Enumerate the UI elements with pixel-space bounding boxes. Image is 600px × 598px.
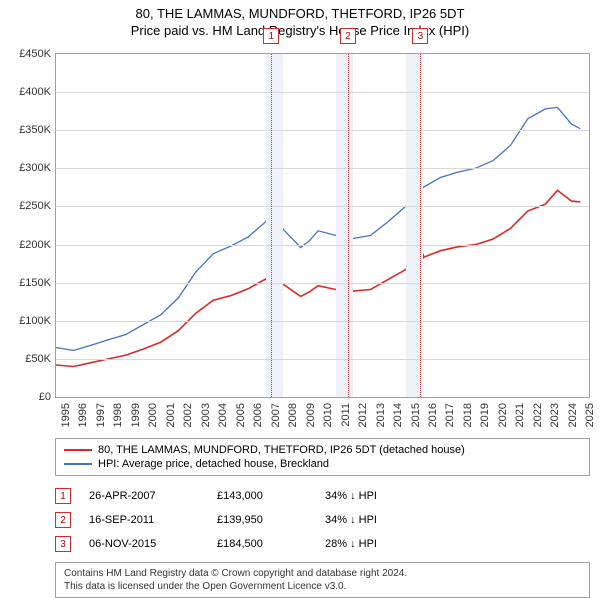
x-tick-label: 2005 bbox=[235, 403, 247, 427]
legend-row: HPI: Average price, detached house, Brec… bbox=[64, 457, 581, 471]
chart-title: 80, THE LAMMAS, MUNDFORD, THETFORD, IP26… bbox=[0, 0, 600, 21]
y-tick-label: £0 bbox=[6, 391, 51, 403]
marker-box: 2 bbox=[340, 28, 356, 44]
x-tick-label: 2014 bbox=[392, 403, 404, 427]
x-tick-label: 2012 bbox=[357, 403, 369, 427]
x-tick-label: 2023 bbox=[549, 403, 561, 427]
gridline bbox=[56, 283, 589, 284]
y-tick-label: £450K bbox=[6, 48, 51, 60]
x-tick-label: 2020 bbox=[497, 403, 509, 427]
transaction-price: £143,000 bbox=[217, 490, 307, 502]
transaction-marker: 2 bbox=[55, 512, 71, 528]
transaction-marker: 3 bbox=[55, 536, 71, 552]
legend-swatch bbox=[64, 463, 92, 465]
legend-label: HPI: Average price, detached house, Brec… bbox=[98, 458, 329, 470]
transaction-hpi: 28% ↓ HPI bbox=[325, 538, 435, 550]
transaction-row: 1 26-APR-2007 £143,000 34% ↓ HPI bbox=[55, 484, 590, 508]
transaction-hpi: 34% ↓ HPI bbox=[325, 514, 435, 526]
series-line-price_paid bbox=[56, 190, 580, 366]
y-tick-label: £300K bbox=[6, 162, 51, 174]
gridline bbox=[56, 92, 589, 93]
x-tick-label: 1998 bbox=[112, 403, 124, 427]
x-tick-label: 2019 bbox=[479, 403, 491, 427]
footer-line-2: This data is licensed under the Open Gov… bbox=[64, 580, 581, 593]
shade-band bbox=[336, 54, 353, 397]
x-tick-label: 1999 bbox=[130, 403, 142, 427]
legend-swatch bbox=[64, 449, 92, 451]
x-tick-label: 2025 bbox=[584, 403, 596, 427]
x-tick-label: 2022 bbox=[532, 403, 544, 427]
transaction-price: £139,950 bbox=[217, 514, 307, 526]
x-tick-label: 1996 bbox=[77, 403, 89, 427]
chart-container: 80, THE LAMMAS, MUNDFORD, THETFORD, IP26… bbox=[0, 0, 600, 590]
transaction-price: £184,500 bbox=[217, 538, 307, 550]
y-tick-label: £250K bbox=[6, 200, 51, 212]
legend-row: 80, THE LAMMAS, MUNDFORD, THETFORD, IP26… bbox=[64, 443, 581, 457]
x-tick-label: 2006 bbox=[252, 403, 264, 427]
x-tick-label: 1997 bbox=[95, 403, 107, 427]
x-tick-label: 2011 bbox=[340, 403, 352, 427]
y-tick-label: £100K bbox=[6, 315, 51, 327]
x-tick-label: 2002 bbox=[182, 403, 194, 427]
transaction-marker: 1 bbox=[55, 488, 71, 504]
marker-vertical-line bbox=[348, 54, 349, 397]
x-tick-label: 2003 bbox=[200, 403, 212, 427]
x-tick-label: 2015 bbox=[410, 403, 422, 427]
x-tick-label: 2007 bbox=[270, 403, 282, 427]
shade-band bbox=[266, 54, 283, 397]
chart-svg bbox=[56, 54, 589, 397]
footer-attribution: Contains HM Land Registry data © Crown c… bbox=[55, 562, 590, 598]
chart-subtitle: Price paid vs. HM Land Registry's House … bbox=[0, 21, 600, 38]
x-tick-label: 2018 bbox=[462, 403, 474, 427]
x-tick-label: 2013 bbox=[375, 403, 387, 427]
y-tick-label: £400K bbox=[6, 86, 51, 98]
x-tick-label: 1995 bbox=[60, 403, 72, 427]
x-tick-label: 2016 bbox=[427, 403, 439, 427]
x-tick-label: 2021 bbox=[514, 403, 526, 427]
gridline bbox=[56, 130, 589, 131]
x-tick-label: 2008 bbox=[287, 403, 299, 427]
x-tick-label: 2009 bbox=[305, 403, 317, 427]
marker-vertical-line bbox=[420, 54, 421, 397]
gridline bbox=[56, 321, 589, 322]
transaction-row: 3 06-NOV-2015 £184,500 28% ↓ HPI bbox=[55, 532, 590, 556]
transaction-hpi: 34% ↓ HPI bbox=[325, 490, 435, 502]
marker-box: 1 bbox=[263, 28, 279, 44]
gridline bbox=[56, 168, 589, 169]
x-tick-label: 2024 bbox=[567, 403, 579, 427]
transaction-row: 2 16-SEP-2011 £139,950 34% ↓ HPI bbox=[55, 508, 590, 532]
gridline bbox=[56, 359, 589, 360]
y-tick-label: £350K bbox=[6, 124, 51, 136]
x-tick-label: 2017 bbox=[444, 403, 456, 427]
gridline bbox=[56, 206, 589, 207]
legend: 80, THE LAMMAS, MUNDFORD, THETFORD, IP26… bbox=[55, 438, 590, 476]
marker-box: 3 bbox=[412, 28, 428, 44]
y-tick-label: £50K bbox=[6, 353, 51, 365]
footer-line-1: Contains HM Land Registry data © Crown c… bbox=[64, 567, 581, 580]
transaction-date: 16-SEP-2011 bbox=[89, 514, 199, 526]
y-tick-label: £200K bbox=[6, 239, 51, 251]
transactions-table: 1 26-APR-2007 £143,000 34% ↓ HPI 2 16-SEP-201… bbox=[55, 484, 590, 556]
x-tick-label: 2001 bbox=[165, 403, 177, 427]
legend-label: 80, THE LAMMAS, MUNDFORD, THETFORD, IP26… bbox=[98, 444, 465, 456]
transaction-date: 26-APR-2007 bbox=[89, 490, 199, 502]
x-tick-label: 2004 bbox=[217, 403, 229, 427]
series-line-hpi bbox=[56, 107, 580, 350]
gridline bbox=[56, 245, 589, 246]
chart-plot-area: £0£50K£100K£150K£200K£250K£300K£350K£400… bbox=[55, 53, 590, 398]
x-tick-label: 2000 bbox=[147, 403, 159, 427]
transaction-date: 06-NOV-2015 bbox=[89, 538, 199, 550]
x-tick-label: 2010 bbox=[322, 403, 334, 427]
y-tick-label: £150K bbox=[6, 277, 51, 289]
marker-vertical-line bbox=[271, 54, 272, 397]
